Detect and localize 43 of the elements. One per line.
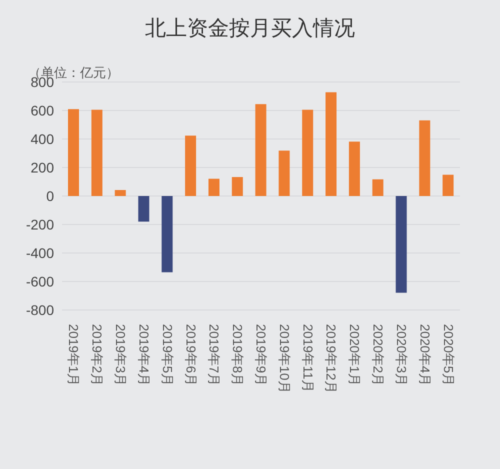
bar: [302, 110, 314, 196]
bar: [232, 177, 243, 196]
bar: [185, 136, 196, 196]
y-tick-label: 400: [30, 130, 54, 147]
x-tick-label: 2019年10月: [276, 324, 292, 394]
bar: [68, 109, 79, 196]
x-tick-label: 2019年8月: [230, 324, 246, 386]
y-tick-label: -400: [26, 244, 54, 261]
x-tick-label: 2019年11月: [300, 324, 316, 392]
bar: [278, 150, 290, 196]
x-tick-label: 2019年4月: [136, 324, 152, 386]
y-tick-label: 600: [30, 102, 54, 118]
y-tick-label: -800: [26, 302, 54, 318]
y-tick-label: 0: [46, 188, 54, 204]
x-tick-label: 2019年2月: [90, 324, 105, 386]
x-tick-label: 2020年5月: [440, 324, 456, 386]
chart-title: 北上资金按月买入情况: [144, 16, 356, 42]
x-tick-label: 2019年5月: [160, 324, 175, 386]
bar: [326, 92, 337, 196]
y-tick-label: -200: [26, 216, 54, 232]
bar: [442, 174, 454, 196]
bar: [162, 196, 173, 272]
bar: [114, 190, 126, 196]
bar: [396, 196, 407, 293]
x-tick-label: 2020年1月: [347, 324, 362, 386]
x-tick-label: 2020年4月: [417, 324, 432, 386]
bar: [138, 196, 150, 222]
y-tick-label: 200: [30, 159, 54, 176]
x-tick-label: 2020年3月: [394, 324, 409, 386]
bar: [372, 179, 384, 196]
bar: [91, 110, 102, 196]
x-tick-label: 2019年7月: [206, 324, 222, 386]
bar: [348, 142, 360, 196]
bar: [419, 120, 430, 196]
x-tick-label: 2019年1月: [66, 324, 82, 386]
y-tick-label: -600: [26, 273, 54, 290]
x-tick-label: 2019年3月: [113, 324, 128, 386]
x-tick-label: 2019年9月: [254, 324, 268, 386]
bar: [255, 104, 266, 196]
bar: [208, 178, 220, 196]
x-tick-label: 2019年6月: [183, 324, 198, 386]
x-tick-label: 2019年12月: [324, 324, 339, 394]
x-tick-label: 2020年2月: [370, 324, 386, 386]
